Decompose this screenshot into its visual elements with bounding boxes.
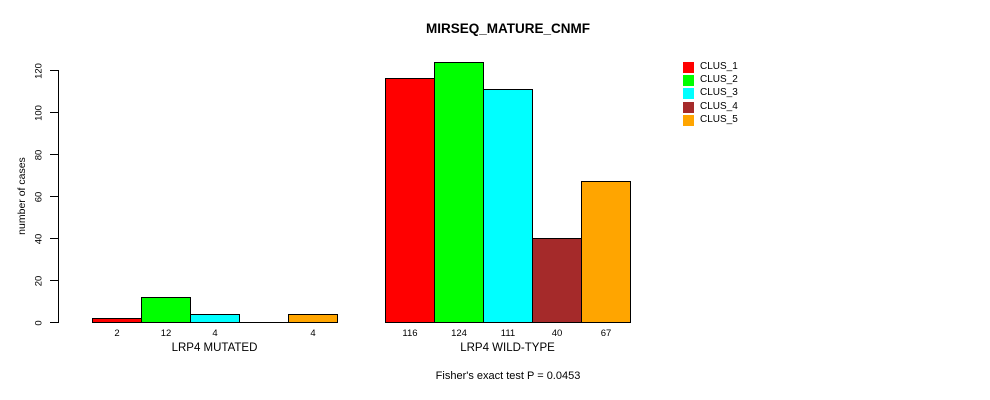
y-tick-label: 120 bbox=[33, 62, 45, 79]
bar bbox=[190, 314, 240, 323]
legend-label: CLUS_1 bbox=[700, 61, 738, 72]
bar-value-label: 124 bbox=[451, 328, 467, 339]
y-tick-label: 40 bbox=[33, 233, 45, 244]
y-tick-mark bbox=[50, 322, 58, 323]
bar-value-label: 111 bbox=[500, 328, 516, 339]
y-tick-mark bbox=[50, 280, 58, 281]
bar bbox=[532, 238, 582, 323]
y-tick-label: 60 bbox=[33, 191, 45, 202]
y-axis-line bbox=[58, 70, 59, 323]
y-tick-mark bbox=[50, 70, 58, 71]
y-tick-label: 0 bbox=[33, 319, 45, 326]
y-tick-label: 100 bbox=[33, 104, 45, 121]
legend-label: CLUS_4 bbox=[700, 100, 738, 112]
category-label: LRP4 WILD-TYPE bbox=[460, 342, 555, 354]
y-tick-mark bbox=[50, 154, 58, 155]
bar-zero-line bbox=[239, 322, 289, 323]
bar bbox=[434, 62, 484, 323]
bar-value-label: 67 bbox=[600, 328, 612, 339]
legend-swatch bbox=[683, 75, 694, 87]
y-tick-label: 20 bbox=[33, 275, 45, 286]
bar-value-label: 4 bbox=[212, 328, 218, 339]
legend-label: CLUS_3 bbox=[700, 87, 738, 99]
bar-value-label: 4 bbox=[310, 328, 316, 339]
bar-value-label: 116 bbox=[402, 328, 418, 339]
y-axis-label: number of cases bbox=[16, 157, 28, 235]
bar bbox=[141, 297, 191, 323]
bar-value-label: 40 bbox=[551, 328, 563, 339]
bar bbox=[483, 89, 533, 323]
bar bbox=[92, 318, 142, 323]
y-tick-label: 80 bbox=[33, 149, 45, 160]
bar bbox=[581, 181, 631, 323]
legend-swatch bbox=[683, 101, 694, 113]
y-tick-mark bbox=[50, 112, 58, 113]
chart-title: MIRSEQ_MATURE_CNMF bbox=[425, 21, 591, 36]
annotation-text: Fisher's exact test P = 0.0453 bbox=[435, 370, 581, 382]
bar-value-label: 12 bbox=[160, 328, 172, 339]
legend-label: CLUS_2 bbox=[700, 74, 738, 86]
legend-swatch bbox=[683, 88, 694, 100]
legend-label: CLUS_5 bbox=[700, 113, 738, 125]
bar bbox=[385, 78, 435, 323]
bar-value-label: 2 bbox=[114, 328, 120, 339]
y-tick-mark bbox=[50, 238, 58, 239]
legend-swatch bbox=[683, 62, 694, 73]
category-label: LRP4 MUTATED bbox=[171, 342, 258, 354]
y-tick-mark bbox=[50, 196, 58, 197]
bar bbox=[288, 314, 338, 323]
legend-swatch bbox=[683, 114, 694, 126]
